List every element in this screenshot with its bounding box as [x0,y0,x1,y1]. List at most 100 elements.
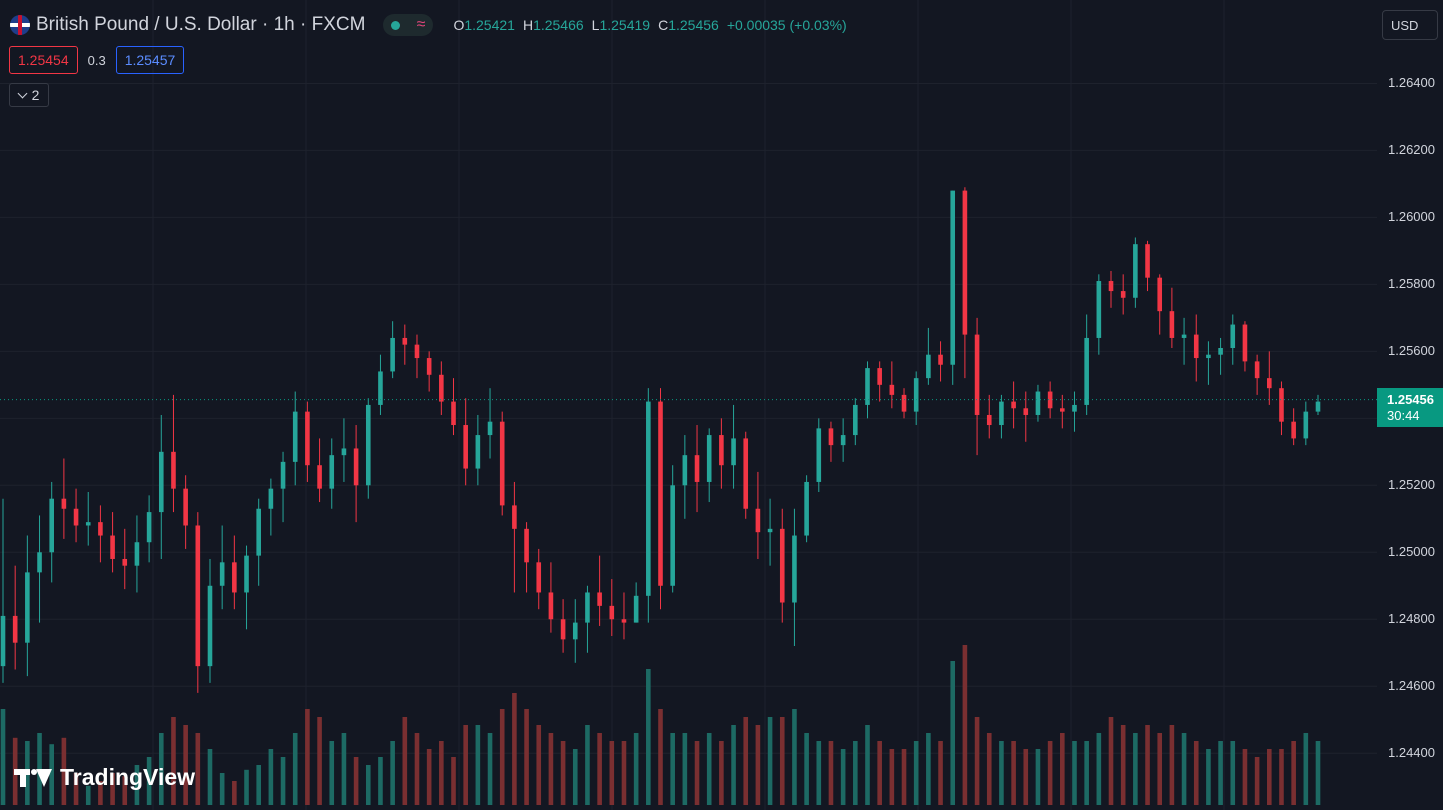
candle-up [207,585,213,667]
candle-down [1108,281,1114,292]
volume-bar [597,733,602,805]
volume-bar [390,741,395,805]
candle-up [816,428,822,482]
candle-down [658,401,663,586]
candle-up [365,404,371,486]
candle-down [743,438,749,509]
volume-bar [134,765,140,805]
volume-bar [98,781,103,805]
volume-bar [1193,741,1199,805]
close-key: C [658,17,669,33]
spread-value: 0.3 [87,52,106,68]
volume-bar [329,741,335,805]
candle-down [1266,378,1272,389]
candle-up [633,595,639,623]
volume-bar [926,733,931,805]
volume-bar [1181,733,1187,805]
volume-bar [572,749,578,805]
candle-down [1169,311,1175,338]
price-axis-tick: 1.25000 [1388,544,1435,560]
candle-up [280,461,286,489]
candle-up [1303,411,1309,439]
volume-bar [877,741,882,805]
candle-down [12,615,18,643]
candle-up [25,572,30,643]
candle-down [1145,244,1150,278]
high-key: H [522,17,534,33]
candle-down [317,465,322,489]
volume-bar [865,725,870,805]
candle-down [1291,421,1296,439]
volume-bar [853,741,858,805]
candle-down [183,488,188,526]
volume-bar [548,733,554,805]
candle-up [390,337,395,372]
candle-down [305,411,310,466]
volume-bar [1096,733,1102,805]
volume-bar [475,725,481,805]
open-value: 1.25421 [464,17,515,33]
candle-up [913,378,919,412]
volume-bar [779,717,785,805]
volume-bar [719,741,724,805]
candle-down [524,528,529,563]
candle-down [1254,361,1260,379]
market-status-pill[interactable]: ≈ [383,14,434,36]
candle-down [463,425,468,469]
candle-down [232,562,237,593]
volume-bar [1279,749,1284,805]
volume-bar [146,757,152,805]
volume-bar [682,733,688,805]
candle-up [268,488,274,509]
currency-button[interactable]: USD [1382,10,1438,40]
volume-layer [0,645,1321,805]
candle-up [670,485,675,586]
candle-up [1230,324,1236,348]
candle-down [779,528,785,603]
volume-bar [816,741,822,805]
indicators-toggle-button[interactable]: 2 [9,83,49,107]
volume-bar [171,717,176,805]
candle-up [0,615,6,667]
candle-up [585,592,590,623]
candle-down [719,435,724,466]
candle-up [85,522,91,526]
volume-bar [585,725,590,805]
candle-up [475,435,481,469]
candle-up [646,401,651,596]
volume-bar [950,661,956,805]
volume-bar [463,725,468,805]
candle-down [1060,408,1065,412]
candle-up [804,481,809,536]
close-value: 1.25456 [668,17,719,33]
candle-up [1181,334,1187,338]
volume-bar [999,741,1004,805]
candle-down [499,421,505,506]
price-axis-tick: 1.24400 [1388,745,1435,761]
volume-bar [560,741,566,805]
watermark-text: TradingView [60,764,196,790]
sell-button[interactable]: 1.25454 [9,46,78,74]
candle-down [195,525,201,667]
candle-up [292,411,298,462]
candle-down [414,344,420,359]
volume-bar [1291,741,1296,805]
candle-up [853,404,858,436]
candle-down [877,368,882,385]
candle-up [378,371,383,405]
volume-bar [244,769,249,805]
candle-up [1084,337,1089,405]
volume-bar [0,709,6,805]
volume-bar [1133,733,1138,805]
price-axis-tick: 1.25800 [1388,276,1435,292]
candle-down [889,384,895,395]
volume-bar [487,733,493,805]
volume-bar [292,733,298,805]
volume-bar [1108,717,1114,805]
symbol-title[interactable]: British Pound / U.S. Dollar · 1h · FXCM [36,14,366,35]
candle-down [536,562,542,593]
candle-down [1047,391,1053,409]
buy-button[interactable]: 1.25457 [115,46,185,74]
volume-bar [110,773,115,805]
